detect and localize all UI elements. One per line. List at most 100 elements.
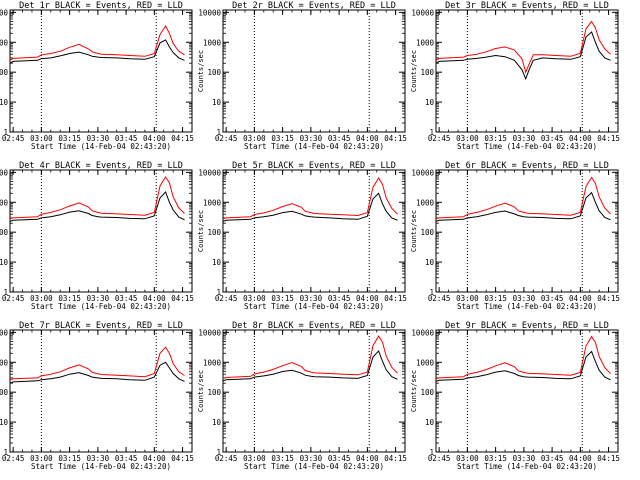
x-tick-label: 03:45 (115, 294, 138, 303)
series-line-lld (9, 176, 185, 220)
y-tick-label: 1000 (416, 198, 435, 207)
x-tick-label: 04:00 (569, 134, 592, 143)
y-axis-label: Counts/sec (197, 370, 205, 412)
x-tick-label: 04:15 (171, 454, 194, 463)
y-tick-label: 1 (216, 128, 221, 137)
x-tick-label: 02:45 (215, 454, 238, 463)
y-tick-label: 1 (3, 128, 8, 137)
y-tick-label: 100 (0, 388, 8, 397)
series-line-events (222, 192, 398, 222)
y-tick-label: 1000 (0, 198, 8, 207)
y-tick-label: 10 (425, 418, 435, 427)
series-line-events (435, 191, 611, 222)
chart-panel: Det 2r BLACK = Events, RED = LLD 1 10 100 10… (197, 1, 407, 151)
x-tick-label: 03:15 (58, 454, 81, 463)
plot-frame (222, 329, 406, 453)
x-tick-label: 03:30 (87, 454, 110, 463)
y-tick-label: 1 (3, 288, 8, 297)
x-tick-label: 02:45 (428, 454, 451, 463)
y-tick-label: 100 (207, 228, 221, 237)
x-tick-label: 04:15 (171, 134, 194, 143)
chart-panel: Det 5r BLACK = Events, RED = LLD 1 10 100 10… (197, 161, 407, 311)
series-line-lld (222, 177, 398, 220)
y-tick-label: 100 (420, 228, 434, 237)
x-tick-label: 02:45 (215, 134, 238, 143)
x-tick-label: 04:00 (569, 294, 592, 303)
y-tick-label: 10000 (198, 8, 221, 17)
series-line-events (435, 350, 611, 382)
x-tick-label: 04:15 (597, 134, 620, 143)
y-axis-label: Counts/sec (410, 370, 418, 412)
x-tick-label: 03:15 (271, 294, 294, 303)
y-tick-label: 10000 (411, 328, 434, 337)
x-tick-label: 04:00 (356, 454, 379, 463)
x-tick-label: 03:45 (115, 134, 138, 143)
y-tick-label: 100 (207, 388, 221, 397)
x-tick-label: 03:45 (541, 294, 564, 303)
x-axis-label: Start Time (14-Feb-04 02:43:20) (31, 462, 171, 471)
y-axis-label: Counts/sec (197, 210, 205, 252)
chart-panel: Det 3r BLACK = Events, RED = LLD 1 10 100 10… (410, 1, 620, 151)
x-tick-label: 04:00 (143, 454, 166, 463)
y-tick-label: 1000 (203, 358, 222, 367)
x-tick-label: 03:00 (456, 454, 479, 463)
x-tick-label: 03:00 (243, 134, 266, 143)
x-tick-label: 03:30 (87, 134, 110, 143)
series-line-events (435, 31, 611, 81)
series-line-lld (9, 25, 185, 61)
x-tick-label: 03:15 (484, 454, 507, 463)
x-axis-label: Start Time (14-Feb-04 02:43:20) (457, 462, 597, 471)
plot-frame (9, 9, 193, 133)
x-tick-label: 03:00 (456, 294, 479, 303)
x-tick-label: 02:45 (428, 134, 451, 143)
x-tick-label: 03:30 (513, 134, 536, 143)
chart-title: Det 8r BLACK = Events, RED = LLD (232, 321, 396, 331)
y-tick-label: 1 (216, 288, 221, 297)
x-tick-label: 04:15 (171, 294, 194, 303)
x-axis-label: Start Time (14-Feb-04 02:43:20) (244, 142, 384, 151)
series-line-events (9, 39, 185, 64)
y-tick-label: 10000 (0, 328, 8, 337)
y-tick-label: 10 (212, 98, 222, 107)
y-tick-label: 1 (216, 448, 221, 457)
x-tick-label: 03:30 (300, 454, 323, 463)
y-tick-label: 10 (0, 418, 8, 427)
x-tick-label: 04:00 (356, 294, 379, 303)
series-line-events (222, 349, 398, 382)
x-tick-label: 03:15 (271, 134, 294, 143)
x-tick-label: 03:00 (30, 294, 53, 303)
y-tick-label: 1 (3, 448, 8, 457)
y-tick-label: 10000 (198, 328, 221, 337)
x-tick-label: 03:15 (271, 454, 294, 463)
x-tick-label: 03:15 (484, 134, 507, 143)
chart-panel: Det 7r BLACK = Events, RED = LLD 1 10 100 10… (0, 321, 194, 471)
plot-frame (9, 169, 193, 293)
chart-title: Det 6r BLACK = Events, RED = LLD (445, 161, 609, 171)
y-tick-label: 100 (207, 68, 221, 77)
series-line-lld (9, 346, 185, 381)
x-tick-label: 02:45 (2, 294, 25, 303)
y-tick-label: 100 (0, 228, 8, 237)
x-tick-label: 03:00 (30, 134, 53, 143)
y-tick-label: 10 (212, 258, 222, 267)
x-tick-label: 02:45 (215, 294, 238, 303)
y-tick-label: 10 (0, 258, 8, 267)
series-line-lld (435, 335, 611, 380)
plot-frame (435, 169, 619, 293)
y-tick-label: 1000 (0, 38, 8, 47)
x-axis-label: Start Time (14-Feb-04 02:43:20) (457, 142, 597, 151)
chart-panel: Det 8r BLACK = Events, RED = LLD 1 10 100 10… (197, 321, 407, 471)
series-line-lld (435, 20, 611, 74)
series-line-lld (222, 335, 398, 379)
y-tick-label: 1 (429, 128, 434, 137)
x-tick-label: 03:45 (328, 134, 351, 143)
x-tick-label: 02:45 (2, 134, 25, 143)
y-tick-label: 10 (425, 258, 435, 267)
y-axis-label: Counts/sec (197, 50, 205, 92)
chart-title: Det 2r BLACK = Events, RED = LLD (232, 1, 396, 11)
y-tick-label: 10000 (411, 8, 434, 17)
y-tick-label: 10000 (198, 168, 221, 177)
x-tick-label: 02:45 (428, 294, 451, 303)
x-tick-label: 03:30 (300, 294, 323, 303)
